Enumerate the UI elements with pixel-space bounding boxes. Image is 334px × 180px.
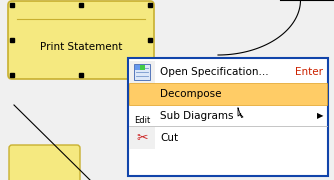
Text: Print Statement: Print Statement <box>40 42 122 52</box>
Bar <box>129 127 155 148</box>
Text: Open Specification...: Open Specification... <box>160 67 269 77</box>
Text: ✂: ✂ <box>136 131 148 145</box>
Bar <box>134 64 150 80</box>
Bar <box>129 61 155 83</box>
Text: Sub Diagrams: Sub Diagrams <box>160 111 233 121</box>
Text: Enter: Enter <box>295 67 323 77</box>
Polygon shape <box>238 108 243 118</box>
Bar <box>140 65 145 70</box>
Text: Decompose: Decompose <box>160 89 221 99</box>
Bar <box>129 84 327 105</box>
Text: Edit: Edit <box>134 116 150 125</box>
FancyBboxPatch shape <box>8 1 154 79</box>
Bar <box>128 58 328 176</box>
FancyBboxPatch shape <box>9 145 80 180</box>
Bar <box>135 65 140 70</box>
Text: Cut: Cut <box>160 133 178 143</box>
Text: ▶: ▶ <box>317 111 323 120</box>
